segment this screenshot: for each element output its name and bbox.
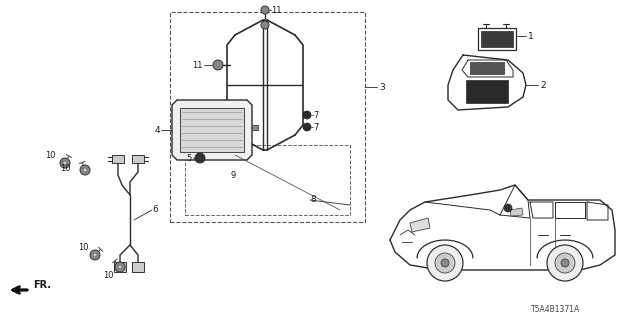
Text: 8: 8 <box>310 196 316 204</box>
Text: 3: 3 <box>379 83 385 92</box>
Circle shape <box>118 265 122 269</box>
Circle shape <box>63 161 67 165</box>
Bar <box>185 145 350 215</box>
Circle shape <box>547 245 583 281</box>
Text: 4: 4 <box>154 125 160 134</box>
Bar <box>170 12 365 222</box>
Polygon shape <box>410 218 430 232</box>
Text: 7: 7 <box>313 110 318 119</box>
Circle shape <box>90 250 100 260</box>
Polygon shape <box>470 62 504 74</box>
Circle shape <box>80 165 90 175</box>
Circle shape <box>561 259 569 267</box>
Polygon shape <box>132 262 144 272</box>
Polygon shape <box>481 31 513 47</box>
Circle shape <box>555 253 575 273</box>
Text: 10: 10 <box>45 150 56 159</box>
Text: 10: 10 <box>60 164 70 172</box>
Circle shape <box>441 259 449 267</box>
Circle shape <box>435 253 455 273</box>
Polygon shape <box>112 155 124 163</box>
Text: 2: 2 <box>540 81 546 90</box>
Polygon shape <box>172 100 252 160</box>
Text: 11: 11 <box>271 5 282 14</box>
Polygon shape <box>252 125 258 130</box>
Circle shape <box>115 262 125 272</box>
Circle shape <box>83 168 87 172</box>
Circle shape <box>504 204 512 212</box>
Text: 9: 9 <box>230 171 236 180</box>
Circle shape <box>261 6 269 14</box>
Polygon shape <box>510 208 523 216</box>
Circle shape <box>60 158 70 168</box>
Text: 1: 1 <box>528 31 534 41</box>
Circle shape <box>303 123 311 131</box>
Polygon shape <box>466 80 508 103</box>
Polygon shape <box>180 108 244 152</box>
Circle shape <box>303 111 311 119</box>
Text: 5: 5 <box>187 154 192 163</box>
Text: 10: 10 <box>103 270 113 279</box>
Polygon shape <box>114 262 126 272</box>
Circle shape <box>213 60 223 70</box>
Text: 7: 7 <box>313 123 318 132</box>
Text: 6: 6 <box>152 205 157 214</box>
Circle shape <box>93 253 97 257</box>
Text: 10: 10 <box>78 244 88 252</box>
Text: 11: 11 <box>193 60 203 69</box>
Circle shape <box>261 21 269 29</box>
Circle shape <box>427 245 463 281</box>
Circle shape <box>195 153 205 163</box>
Text: T5A4B1371A: T5A4B1371A <box>531 306 580 315</box>
Polygon shape <box>132 155 144 163</box>
Text: FR.: FR. <box>33 280 51 290</box>
